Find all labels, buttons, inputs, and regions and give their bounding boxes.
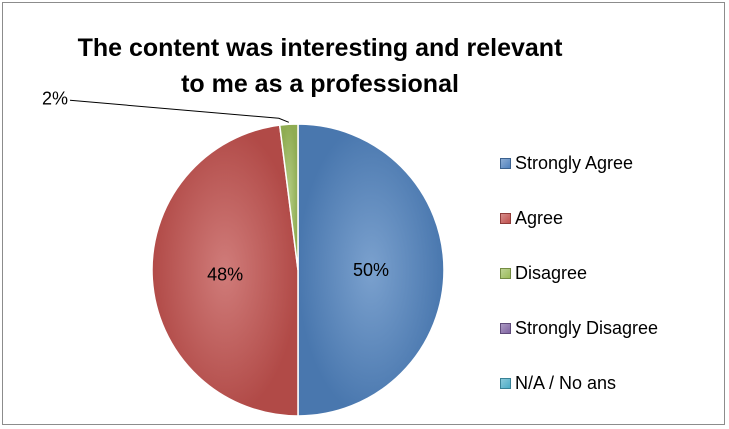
leader-line [69, 99, 290, 123]
legend-item-disagree: Disagree [500, 262, 587, 284]
chart-title: The content was interesting and relevant… [0, 30, 640, 102]
legend-label: Strongly Agree [515, 152, 634, 173]
pie-slice-strongly-agree [297, 123, 445, 417]
data-label-agree: 48% [207, 265, 243, 285]
legend-label: N/A / No ans [515, 372, 617, 393]
legend-swatch [500, 212, 511, 224]
pie-slice-disagree [278, 123, 299, 271]
legend-label: Strongly Disagree [515, 317, 659, 338]
legend-swatch [500, 377, 511, 389]
data-label-strongly-agree: 50% [353, 260, 389, 280]
legend-swatch [500, 322, 511, 334]
legend-item-strongly-agree: Strongly Agree [500, 152, 633, 174]
data-label-disagree: 2% [42, 88, 68, 108]
legend-label: Agree [515, 207, 564, 228]
pie-slice-agree [151, 124, 299, 417]
legend-label: Disagree [515, 262, 588, 283]
legend-swatch [500, 267, 511, 279]
legend-item-agree: Agree [500, 207, 563, 229]
legend-item-strongly-disagree: Strongly Disagree [500, 317, 658, 339]
legend-swatch [500, 157, 511, 169]
chart-title-line-2: to me as a professional [181, 70, 459, 98]
legend-item-n-a-no-ans: N/A / No ans [500, 372, 616, 394]
chart-title-line-1: The content was interesting and relevant [77, 34, 563, 62]
